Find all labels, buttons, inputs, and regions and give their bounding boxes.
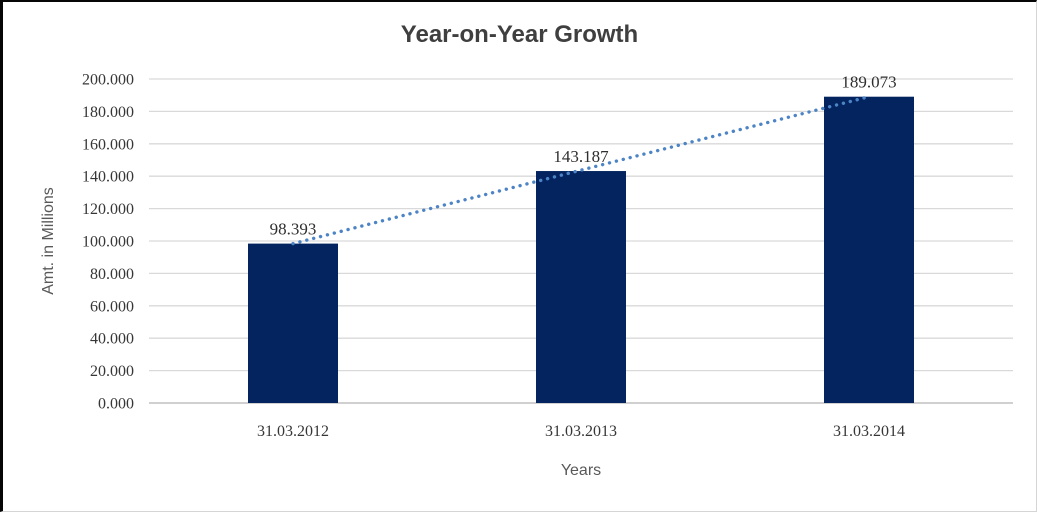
- bar-data-label: 143.187: [553, 147, 609, 166]
- y-tick-label: 0.000: [98, 396, 134, 413]
- x-category-label: 31.03.2014: [833, 423, 905, 440]
- x-category-label: 31.03.2013: [545, 423, 617, 440]
- plot-area: 0.000 20.000 40.000 60.000 80.000 100.000 120.…: [82, 72, 1013, 440]
- chart-title: Year-on-Year Growth: [400, 21, 639, 48]
- bar-31.03.2012: [248, 243, 338, 403]
- y-tick-label: 140.000: [82, 169, 134, 186]
- bar-31.03.2013: [536, 171, 626, 403]
- bar-data-label: 189.073: [841, 73, 896, 92]
- y-tick-label: 20.000: [90, 363, 134, 380]
- y-tick-label: 180.000: [82, 104, 134, 121]
- trendline: [291, 96, 867, 246]
- y-tick-label: 80.000: [90, 266, 134, 283]
- y-tick-label: 120.000: [82, 201, 134, 218]
- y-tick-label: 40.000: [90, 331, 134, 348]
- y-tick-label: 100.000: [82, 234, 134, 251]
- x-axis-title: Years: [560, 462, 602, 479]
- bar-data-label: 98.393: [270, 220, 317, 239]
- x-category-label: 31.03.2012: [257, 423, 329, 440]
- y-tick-label: 60.000: [90, 298, 134, 315]
- bar-31.03.2014: [824, 96, 914, 404]
- y-tick-label: 200.000: [82, 72, 134, 89]
- y-tick-label: 160.000: [82, 136, 134, 153]
